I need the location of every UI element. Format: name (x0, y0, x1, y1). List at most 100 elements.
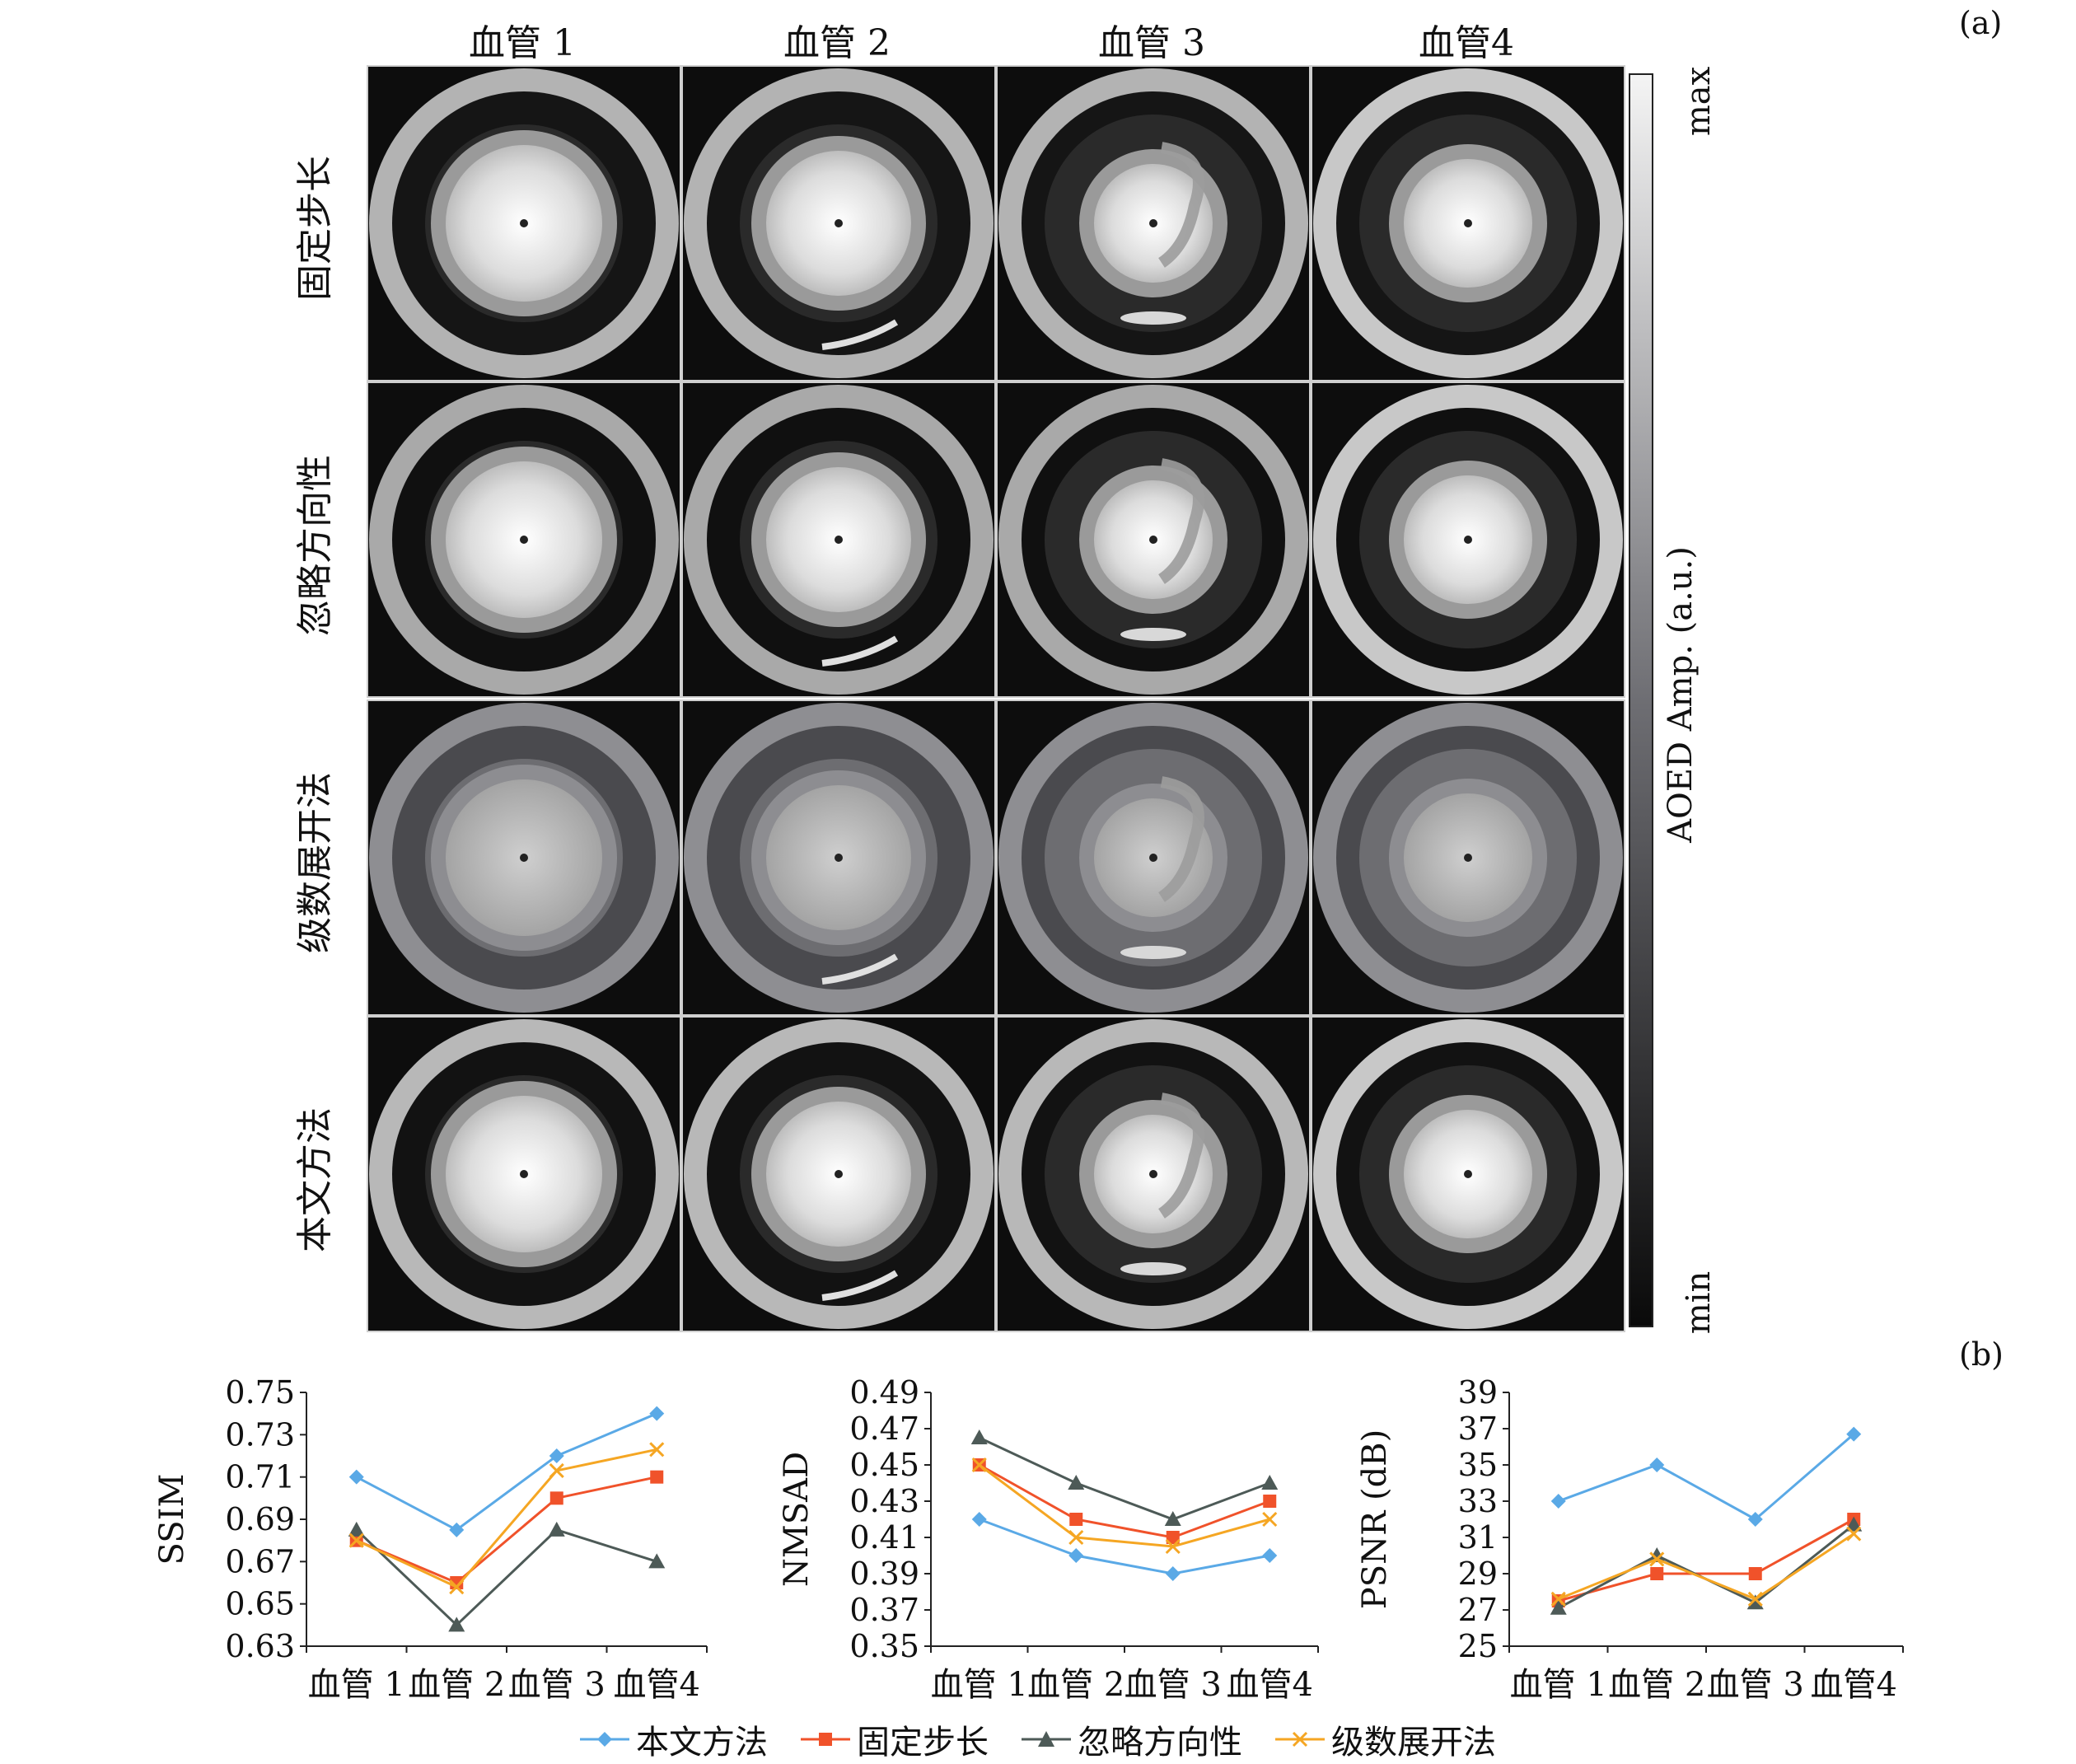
data-point-square (972, 1458, 986, 1472)
data-point-x (1747, 1591, 1763, 1607)
data-point-square (1166, 1531, 1180, 1544)
legend-label-ignore-direction: 忽略方向性 (1078, 1724, 1242, 1762)
data-point-square (650, 1470, 664, 1484)
series-line (979, 1463, 1270, 1539)
y-tick-label: 0.43 (849, 1483, 919, 1519)
image-tile-r2-c4 (1311, 381, 1625, 698)
data-point-x (971, 1457, 987, 1473)
data-point-diamond (1649, 1458, 1665, 1472)
data-point-x (1165, 1538, 1181, 1555)
series-line (356, 1448, 657, 1589)
column-header-vessel-2: 血管 2 (783, 22, 891, 64)
data-point-x (1262, 1511, 1278, 1528)
column-header-vessel-3: 血管 3 (1098, 22, 1205, 64)
x-tick-label: 血管 2 (408, 1666, 505, 1704)
y-tick-label: 33 (1458, 1483, 1498, 1519)
x-tick-label: 血管4 (1811, 1666, 1897, 1704)
image-tile-r2-c2 (681, 381, 996, 698)
x-tick-label: 血管4 (1227, 1666, 1313, 1704)
data-point-triangle (1550, 1599, 1567, 1615)
data-point-diamond (348, 1469, 364, 1485)
series-line (979, 1436, 1270, 1521)
data-point-diamond (971, 1512, 987, 1527)
data-point-diamond (1846, 1426, 1862, 1442)
y-tick-label: 0.69 (225, 1501, 295, 1537)
series-square (349, 1470, 664, 1589)
series-square (972, 1458, 1277, 1544)
series-line (1558, 1518, 1854, 1603)
image-tile-r1-c3 (996, 65, 1311, 381)
data-point-triangle (1845, 1516, 1863, 1532)
y-axis-label: NMSAD (778, 1452, 816, 1587)
y-tick-label: 0.47 (849, 1411, 919, 1447)
data-point-square (450, 1576, 464, 1589)
series-triangle (970, 1429, 1279, 1526)
series-triangle (1550, 1516, 1863, 1615)
y-tick-label: 0.63 (225, 1628, 295, 1664)
y-tick-label: 25 (1458, 1628, 1498, 1664)
legend-swatch-x (1275, 1731, 1325, 1748)
series-line (355, 1528, 657, 1627)
data-point-triangle (1648, 1547, 1666, 1562)
image-tile-r1-c1 (367, 65, 681, 381)
data-point-x (348, 1532, 364, 1548)
x-tick-label: 血管4 (614, 1666, 700, 1704)
y-tick-label: 0.75 (225, 1374, 295, 1411)
y-tick-label: 0.35 (849, 1628, 919, 1664)
data-point-x (1550, 1591, 1566, 1607)
series-x (1550, 1526, 1862, 1607)
y-tick-label: 31 (1458, 1519, 1498, 1556)
y-tick-label: 0.45 (849, 1447, 919, 1483)
data-point-diamond (449, 1522, 465, 1537)
data-point-x (1846, 1526, 1862, 1542)
data-point-triangle (970, 1429, 988, 1444)
data-point-x (449, 1579, 465, 1595)
y-tick-label: 0.65 (225, 1586, 295, 1622)
x-tick-label: 血管 2 (1027, 1666, 1124, 1704)
x-tick-label: 血管 1 (931, 1666, 1028, 1704)
legend-item-proposed: 本文方法 (580, 1715, 768, 1763)
legend-label-fixed-step: 固定步长 (857, 1724, 989, 1762)
y-tick-label: 0.49 (849, 1374, 919, 1411)
image-tile-r4-c1 (367, 1016, 681, 1332)
y-tick-label: 0.71 (225, 1459, 295, 1495)
data-point-triangle (1164, 1511, 1181, 1526)
y-tick-label: 27 (1458, 1592, 1498, 1628)
image-tile-r4-c3 (996, 1016, 1311, 1332)
y-tick-label: 29 (1458, 1556, 1498, 1592)
series-line (978, 1463, 1270, 1548)
panel-a-label: (a) (1959, 5, 2003, 41)
series-triangle (348, 1521, 666, 1632)
data-point-diamond (549, 1448, 564, 1463)
series-x (348, 1442, 665, 1595)
colorbar-title: AOED Amp. (a.u.) (1662, 546, 1700, 843)
data-point-x (549, 1462, 564, 1479)
data-point-triangle (548, 1521, 565, 1537)
x-tick-label: 血管 1 (308, 1666, 405, 1704)
x-tick-label: 血管 3 (1124, 1666, 1222, 1704)
data-point-x (1068, 1529, 1084, 1546)
series-line (1558, 1433, 1855, 1521)
data-point-diamond (1262, 1548, 1278, 1563)
image-tile-r3-c1 (367, 700, 681, 1016)
image-tile-r4-c2 (681, 1016, 996, 1332)
image-tile-r2-c3 (996, 381, 1311, 698)
legend-swatch-square (801, 1733, 850, 1746)
data-point-triangle (1261, 1475, 1279, 1490)
data-point-square (1748, 1567, 1762, 1580)
data-point-diamond (1747, 1512, 1763, 1527)
column-header-vessel-4: 血管4 (1419, 22, 1514, 64)
data-point-square (1847, 1513, 1861, 1526)
y-tick-label: 39 (1458, 1374, 1498, 1411)
data-point-x (649, 1442, 665, 1458)
legend-item-fixed-step: 固定步长 (801, 1715, 989, 1763)
x-tick-label: 血管 3 (508, 1666, 606, 1704)
legend-item-series-expansion: 级数展开法 (1275, 1715, 1496, 1763)
line-chart-1: 0.63 0.65 0.67 0.69 0.71 0.73 0.75 血管 1 血管 2 血管 3… (153, 1374, 708, 1704)
y-tick-label: 0.41 (849, 1519, 919, 1556)
image-tile-r3-c3 (996, 700, 1311, 1016)
legend-label-series-expansion: 级数展开法 (1331, 1724, 1496, 1762)
data-point-diamond (1068, 1548, 1084, 1563)
data-point-triangle (1746, 1594, 1764, 1610)
